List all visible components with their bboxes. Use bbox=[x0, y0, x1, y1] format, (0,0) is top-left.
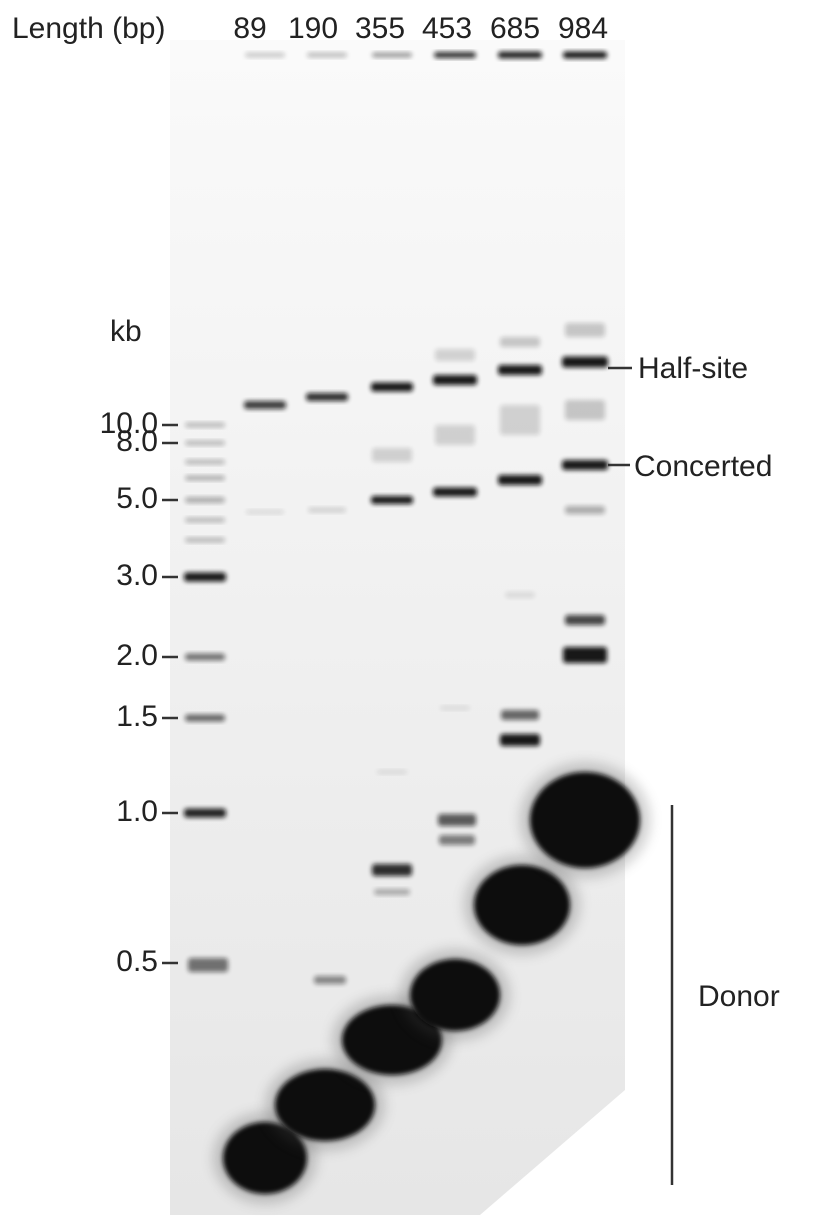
band bbox=[505, 592, 535, 598]
marker-label: 0.5 bbox=[116, 945, 158, 978]
band bbox=[500, 337, 540, 347]
band bbox=[439, 835, 475, 845]
donor-spot bbox=[410, 959, 500, 1031]
band bbox=[185, 497, 225, 503]
band bbox=[434, 52, 476, 58]
band bbox=[440, 706, 470, 710]
band bbox=[185, 441, 225, 446]
band bbox=[498, 365, 542, 375]
band bbox=[501, 710, 539, 720]
band bbox=[498, 52, 542, 59]
band bbox=[438, 814, 476, 826]
marker-label: 3.0 bbox=[116, 559, 158, 592]
marker-label: 2.0 bbox=[116, 639, 158, 672]
donor-spot bbox=[275, 1069, 375, 1141]
band bbox=[184, 573, 226, 582]
marker-label: 5.0 bbox=[116, 482, 158, 515]
band bbox=[377, 770, 407, 774]
lane-label: 685 bbox=[490, 12, 540, 45]
band bbox=[563, 52, 607, 59]
band bbox=[435, 425, 475, 445]
band bbox=[374, 889, 410, 895]
kb-label: kb bbox=[110, 315, 142, 348]
band bbox=[185, 518, 225, 523]
figure: Length (bp) 89 190 355 453 685 984 kb 10… bbox=[0, 0, 817, 1222]
band bbox=[433, 375, 477, 385]
band bbox=[563, 647, 607, 663]
band bbox=[433, 488, 477, 497]
donor-spot bbox=[474, 865, 570, 945]
band bbox=[306, 393, 348, 401]
band bbox=[308, 508, 346, 513]
band bbox=[565, 400, 605, 420]
length-label: Length (bp) bbox=[12, 12, 165, 45]
band bbox=[372, 448, 412, 462]
band bbox=[565, 615, 605, 625]
band bbox=[185, 654, 225, 661]
marker-label: 8.0 bbox=[116, 425, 158, 458]
band bbox=[185, 476, 225, 481]
band bbox=[314, 976, 346, 984]
band bbox=[307, 53, 347, 58]
lane-label: 89 bbox=[233, 12, 266, 45]
band bbox=[184, 809, 226, 818]
band bbox=[185, 538, 225, 543]
band bbox=[372, 53, 412, 58]
band bbox=[371, 383, 413, 392]
band bbox=[185, 423, 225, 428]
lane-label: 190 bbox=[288, 12, 338, 45]
annotation: Concerted bbox=[634, 450, 772, 483]
marker-label: 1.5 bbox=[116, 700, 158, 733]
band bbox=[500, 734, 540, 746]
band bbox=[435, 349, 475, 361]
band bbox=[565, 323, 605, 337]
band bbox=[188, 958, 228, 972]
band bbox=[498, 475, 542, 485]
marker-labels: 10.0 8.0 5.0 3.0 2.0 1.5 1.0 0.5 bbox=[100, 407, 178, 978]
band bbox=[246, 510, 284, 514]
band bbox=[562, 357, 608, 368]
marker-label: 1.0 bbox=[116, 795, 158, 828]
band bbox=[371, 496, 413, 504]
band bbox=[185, 460, 225, 465]
lane-label: 355 bbox=[355, 12, 405, 45]
donor-spot bbox=[530, 772, 640, 868]
band bbox=[244, 401, 286, 409]
lane-label: 453 bbox=[422, 12, 472, 45]
band bbox=[562, 460, 608, 470]
band bbox=[185, 715, 225, 722]
band bbox=[565, 506, 605, 514]
annotation: Donor bbox=[698, 980, 780, 1013]
lane-label: 984 bbox=[558, 12, 608, 45]
band bbox=[372, 864, 412, 876]
band bbox=[500, 405, 540, 435]
band bbox=[245, 53, 285, 58]
annotation: Half-site bbox=[638, 352, 748, 385]
